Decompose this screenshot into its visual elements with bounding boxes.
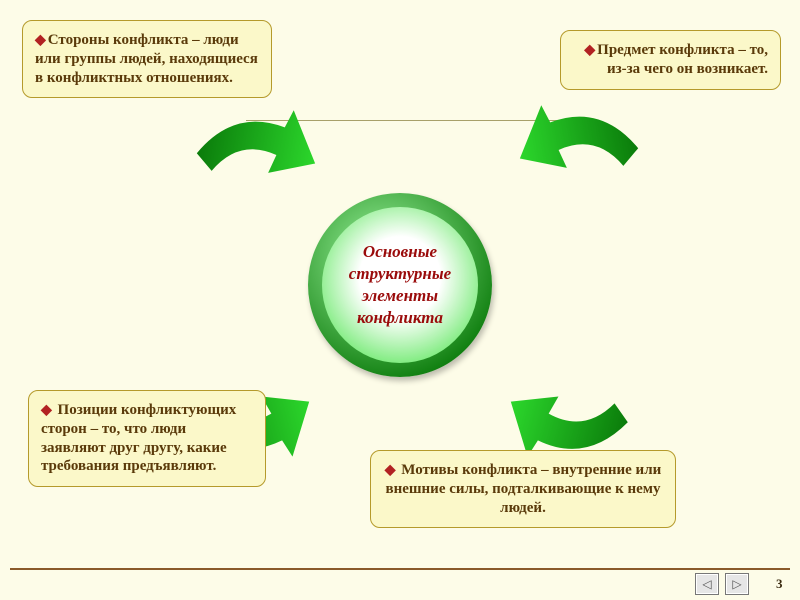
center-circle: Основные структурные элементы конфликта — [322, 207, 478, 363]
info-box-text: Позиции конфликтующих сторон – то, что л… — [41, 402, 236, 474]
bullet-icon: ◆ — [584, 42, 595, 60]
info-box-top-left: ◆Стороны конфликта – люди или группы люд… — [22, 20, 272, 98]
info-box-bot-left: ◆ Позиции конфликтующих сторон – то, что… — [28, 390, 266, 487]
page-number: 3 — [776, 576, 783, 592]
info-box-text: Стороны конфликта – люди или группы люде… — [35, 32, 258, 86]
info-box-top-right: ◆Предмет конфликта – то, из-за чего он в… — [560, 30, 781, 90]
center-label: Основные структурные элементы конфликта — [322, 241, 478, 329]
bullet-icon: ◆ — [385, 462, 396, 480]
diagram-stage: Основные структурные элементы конфликта ◆… — [0, 0, 800, 600]
info-box-bot-right: ◆ Мотивы конфликта – внутренние или внеш… — [370, 450, 676, 528]
info-box-text: Предмет конфликта – то, из-за чего он во… — [597, 42, 768, 77]
bullet-icon: ◆ — [35, 32, 46, 50]
footer-divider — [10, 568, 790, 570]
prev-button[interactable]: ◁ — [695, 573, 719, 595]
next-button[interactable]: ▷ — [725, 573, 749, 595]
info-box-text: Мотивы конфликта – внутренние или внешни… — [385, 462, 661, 516]
bullet-icon: ◆ — [41, 402, 52, 420]
